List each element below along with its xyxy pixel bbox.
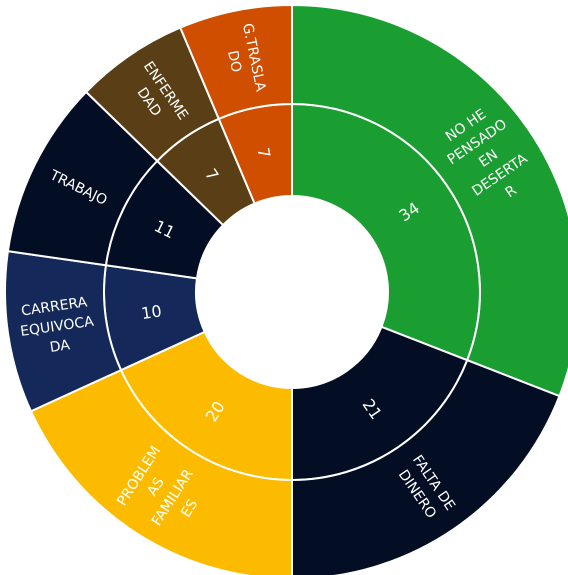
outer-slice-problemas-familiares	[29, 368, 293, 575]
outer-slice-g-traslado	[178, 3, 293, 121]
outer-slice-no-he-pensado-en-desertar	[291, 3, 568, 398]
value-label-g-traslado: 7	[253, 146, 274, 160]
value-label-carrera-equivocada: 10	[140, 301, 163, 323]
outer-slice-falta-de-dinero	[291, 358, 561, 575]
